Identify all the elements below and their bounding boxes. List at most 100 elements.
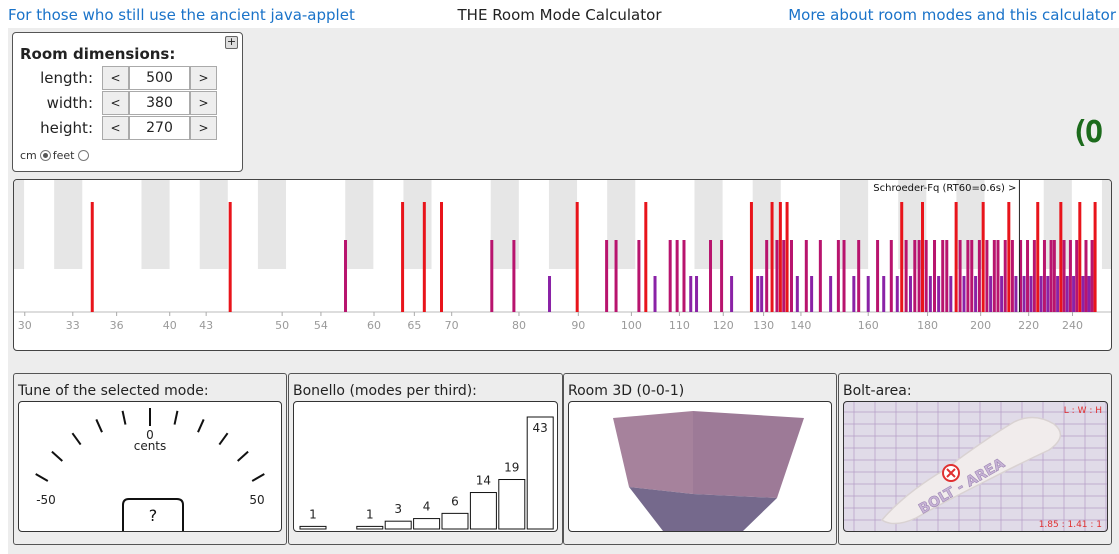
mode-bar-oblique[interactable]: [1065, 276, 1069, 312]
mode-bar-tangential[interactable]: [1010, 240, 1014, 312]
mode-bar-oblique[interactable]: [1039, 276, 1043, 312]
mode-bar-axial[interactable]: [422, 202, 426, 312]
length-decrement-button[interactable]: <: [102, 66, 129, 90]
mode-bar-oblique[interactable]: [653, 276, 657, 312]
mode-bar-axial[interactable]: [401, 202, 405, 312]
mode-bar-axial[interactable]: [770, 202, 774, 312]
mode-bar-tangential[interactable]: [637, 240, 641, 312]
mode-bar-axial[interactable]: [900, 202, 904, 312]
mode-bar-tangential[interactable]: [614, 240, 618, 312]
mode-bar-tangential[interactable]: [765, 240, 769, 312]
mode-bar-tangential[interactable]: [958, 240, 962, 312]
mode-bar-tangential[interactable]: [720, 240, 724, 312]
mode-bar-oblique[interactable]: [695, 276, 699, 312]
height-decrement-button[interactable]: <: [102, 116, 129, 140]
mode-bar-tangential[interactable]: [977, 240, 981, 312]
mode-bar-oblique[interactable]: [730, 276, 734, 312]
mode-bar-oblique[interactable]: [1022, 276, 1026, 312]
mode-bar-oblique[interactable]: [949, 276, 953, 312]
mode-bar-tangential[interactable]: [1026, 240, 1030, 312]
mode-bar-tangential[interactable]: [1068, 240, 1072, 312]
mode-bar-oblique[interactable]: [866, 276, 870, 312]
mode-bar-axial[interactable]: [644, 202, 648, 312]
mode-bar-tangential[interactable]: [985, 240, 989, 312]
width-increment-button[interactable]: >: [190, 91, 217, 115]
mode-bar-axial[interactable]: [981, 202, 985, 312]
mode-bar-tangential[interactable]: [344, 240, 348, 312]
mode-bar-tangential[interactable]: [682, 240, 686, 312]
mode-bar-tangential[interactable]: [917, 240, 921, 312]
unit-cm-radio[interactable]: [39, 150, 51, 161]
bolt-area-plot[interactable]: BOLT - AREA L : W : H 1.85 : 1.41 : 1: [843, 401, 1108, 532]
close-circle-icon[interactable]: [942, 464, 960, 482]
mode-bar-oblique[interactable]: [1046, 276, 1050, 312]
mode-bar-axial[interactable]: [1093, 202, 1097, 312]
mode-bar-tangential[interactable]: [941, 240, 945, 312]
mode-bar-axial[interactable]: [1078, 202, 1082, 312]
mode-bar-tangential[interactable]: [992, 240, 996, 312]
mode-bar-tangential[interactable]: [1049, 240, 1053, 312]
height-increment-button[interactable]: >: [190, 116, 217, 140]
mode-bar-oblique[interactable]: [795, 276, 799, 312]
mode-bar-tangential[interactable]: [789, 240, 793, 312]
mode-bar-tangential[interactable]: [605, 240, 609, 312]
mode-bar-tangential[interactable]: [996, 240, 1000, 312]
mode-bar-tangential[interactable]: [933, 240, 937, 312]
mode-bar-axial[interactable]: [785, 202, 789, 312]
mode-bar-tangential[interactable]: [490, 240, 494, 312]
mode-bar-axial[interactable]: [1036, 202, 1040, 312]
mode-bar-oblique[interactable]: [548, 276, 552, 312]
mode-bar-oblique[interactable]: [974, 276, 978, 312]
mode-bar-tangential[interactable]: [1003, 240, 1007, 312]
mode-bar-oblique[interactable]: [1081, 276, 1085, 312]
mode-bar-tangential[interactable]: [1019, 240, 1023, 312]
mode-bar-tangential[interactable]: [1052, 240, 1056, 312]
mode-bar-tangential[interactable]: [970, 240, 974, 312]
mode-bar-axial[interactable]: [228, 202, 232, 312]
height-input[interactable]: 270: [129, 116, 190, 140]
mode-bar-tangential[interactable]: [775, 240, 779, 312]
mode-bar-tangential[interactable]: [857, 240, 861, 312]
mode-bar-tangential[interactable]: [889, 240, 893, 312]
mode-bar-tangential[interactable]: [1032, 240, 1036, 312]
mode-bar-oblique[interactable]: [1029, 276, 1033, 312]
mode-bar-oblique[interactable]: [989, 276, 993, 312]
mode-bar-tangential[interactable]: [782, 240, 786, 312]
mode-bar-tangential[interactable]: [836, 240, 840, 312]
mode-bar-oblique[interactable]: [1087, 276, 1091, 312]
mode-bar-oblique[interactable]: [895, 276, 899, 312]
mode-bar-oblique[interactable]: [1056, 276, 1060, 312]
room3d-view[interactable]: [568, 401, 832, 532]
mode-bar-tangential[interactable]: [709, 240, 713, 312]
mode-bar-axial[interactable]: [575, 202, 579, 312]
mode-bar-tangential[interactable]: [904, 240, 908, 312]
mode-bar-tangential[interactable]: [966, 240, 970, 312]
mode-bar-tangential[interactable]: [924, 240, 928, 312]
mode-bar-tangential[interactable]: [1090, 240, 1094, 312]
mode-bar-axial[interactable]: [1059, 202, 1063, 312]
mode-bar-oblique[interactable]: [1000, 276, 1004, 312]
mode-bar-tangential[interactable]: [913, 240, 917, 312]
mode-bar-oblique[interactable]: [829, 276, 833, 312]
length-increment-button[interactable]: >: [190, 66, 217, 90]
mode-bar-axial[interactable]: [778, 202, 782, 312]
mode-bar-oblique[interactable]: [928, 276, 932, 312]
width-input[interactable]: 380: [129, 91, 190, 115]
mode-bar-oblique[interactable]: [1072, 276, 1076, 312]
mode-bar-tangential[interactable]: [1062, 240, 1066, 312]
mode-bar-oblique[interactable]: [760, 276, 764, 312]
mode-bar-tangential[interactable]: [804, 240, 808, 312]
mode-bar-tangential[interactable]: [1084, 240, 1088, 312]
about-room-modes-link[interactable]: More about room modes and this calculato…: [788, 6, 1116, 24]
mode-bar-axial[interactable]: [749, 202, 753, 312]
mode-bar-oblique[interactable]: [908, 276, 912, 312]
mode-bar-oblique[interactable]: [810, 276, 814, 312]
java-applet-link[interactable]: For those who still use the ancient java…: [8, 6, 355, 24]
mode-bar-axial[interactable]: [954, 202, 958, 312]
unit-feet-radio[interactable]: [77, 150, 89, 161]
mode-bar-axial[interactable]: [1007, 202, 1011, 312]
mode-bar-tangential[interactable]: [512, 240, 516, 312]
mode-bar-axial[interactable]: [921, 202, 925, 312]
length-input[interactable]: 500: [129, 66, 190, 90]
mode-bar-tangential[interactable]: [842, 240, 846, 312]
